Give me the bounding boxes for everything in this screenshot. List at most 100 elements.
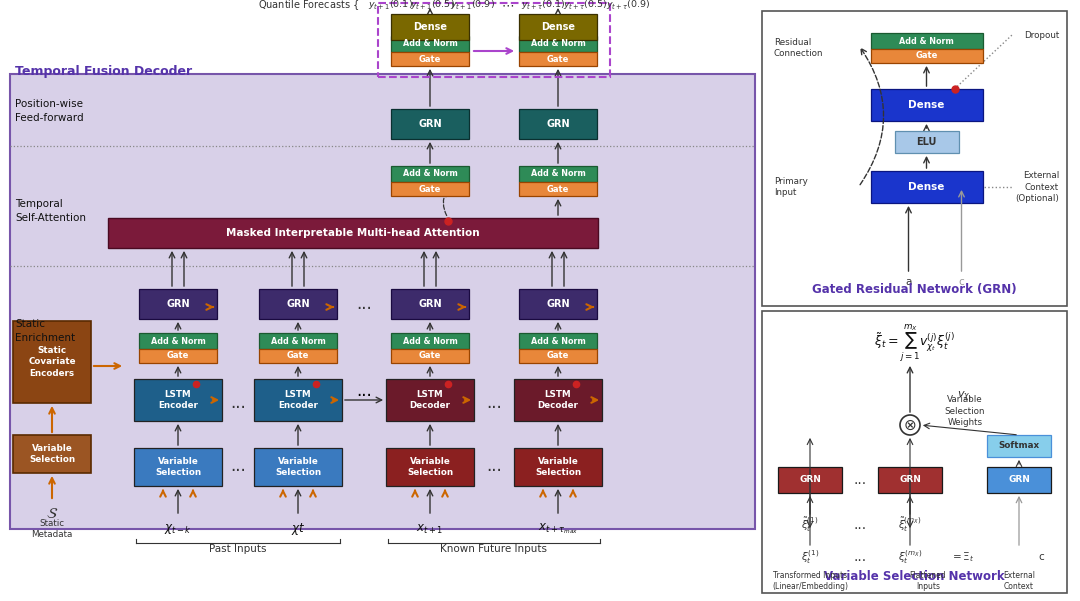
Bar <box>514 379 602 421</box>
Bar <box>259 333 337 349</box>
Text: GRN: GRN <box>418 119 442 129</box>
Text: $\chi_{t-k}$: $\chi_{t-k}$ <box>164 522 192 536</box>
Text: Known Future Inputs: Known Future Inputs <box>441 544 548 554</box>
Bar <box>987 435 1051 457</box>
Bar <box>519 14 597 40</box>
Bar <box>391 333 469 349</box>
Text: Softmax: Softmax <box>998 442 1040 451</box>
Bar <box>878 467 942 493</box>
Circle shape <box>900 415 920 435</box>
Text: Gate: Gate <box>546 352 569 361</box>
Bar <box>254 448 342 486</box>
Text: c: c <box>1038 552 1044 562</box>
Bar <box>514 448 602 486</box>
Text: GRN: GRN <box>1008 475 1030 484</box>
Bar <box>391 36 469 52</box>
Text: Residual
Connection: Residual Connection <box>774 38 824 58</box>
Text: Variable
Selection: Variable Selection <box>407 457 454 477</box>
Text: GRN: GRN <box>546 299 570 309</box>
Text: Add & Norm: Add & Norm <box>530 337 585 346</box>
Text: Primary
Input: Primary Input <box>774 177 808 197</box>
Bar <box>894 131 959 153</box>
Bar <box>13 435 91 473</box>
Text: $\hat{y}_{t+1}(0.9)$: $\hat{y}_{t+1}(0.9)$ <box>449 0 495 13</box>
Bar <box>519 109 597 139</box>
Bar <box>10 74 755 529</box>
Text: Quantile Forecasts $\{$: Quantile Forecasts $\{$ <box>258 0 360 12</box>
Text: Masked Interpretable Multi-head Attention: Masked Interpretable Multi-head Attentio… <box>226 228 480 238</box>
Bar <box>259 349 337 363</box>
Text: Gated Residual Network (GRN): Gated Residual Network (GRN) <box>812 284 1016 296</box>
Text: Variable
Selection: Variable Selection <box>535 457 581 477</box>
Bar <box>391 14 469 40</box>
Text: ...: ... <box>486 394 502 412</box>
Text: Dense: Dense <box>908 182 945 192</box>
Text: LSTM
Encoder: LSTM Encoder <box>278 389 318 410</box>
Bar <box>762 311 1067 593</box>
Bar <box>391 289 469 319</box>
Text: ...: ... <box>853 550 866 564</box>
Text: $\tilde{\xi}_t^{(1)}$: $\tilde{\xi}_t^{(1)}$ <box>801 516 819 534</box>
Text: $\xi_t^{(m_X)}$: $\xi_t^{(m_X)}$ <box>897 548 922 566</box>
Text: $\hat{y}_{t+1}(0.5)$: $\hat{y}_{t+1}(0.5)$ <box>409 0 455 13</box>
Text: GRN: GRN <box>166 299 190 309</box>
Bar <box>391 52 469 66</box>
Text: $x_{t+1}$: $x_{t+1}$ <box>417 522 444 535</box>
Text: a: a <box>905 277 912 287</box>
Bar <box>778 467 842 493</box>
Bar <box>519 52 597 66</box>
Text: GRN: GRN <box>418 299 442 309</box>
Text: $x_{t+\tau_{max}}$: $x_{t+\tau_{max}}$ <box>538 522 578 536</box>
Bar <box>386 379 474 421</box>
Text: GRN: GRN <box>546 119 570 129</box>
Text: $v_{\chi_t}$: $v_{\chi_t}$ <box>957 390 973 404</box>
Text: $\xi_t^{(1)}$: $\xi_t^{(1)}$ <box>801 548 819 566</box>
Bar <box>519 349 597 363</box>
Text: ...: ... <box>230 394 246 412</box>
Text: ...: ... <box>853 473 866 487</box>
Text: $\hat{y}_{t+1}(0.1)$: $\hat{y}_{t+1}(0.1)$ <box>367 0 413 13</box>
Bar <box>870 171 983 203</box>
Bar <box>762 11 1067 306</box>
Text: Position-wise
Feed-forward: Position-wise Feed-forward <box>15 99 83 123</box>
Text: Gate: Gate <box>166 352 189 361</box>
Bar <box>870 89 983 121</box>
Bar <box>386 448 474 486</box>
Text: Dense: Dense <box>541 22 575 32</box>
Bar <box>987 467 1051 493</box>
Bar <box>259 289 337 319</box>
Text: Add & Norm: Add & Norm <box>150 337 205 346</box>
Bar <box>519 182 597 196</box>
Text: ...: ... <box>356 382 372 400</box>
Text: Gate: Gate <box>419 352 442 361</box>
Text: ...: ... <box>486 457 502 475</box>
Text: Flattened
Inputs: Flattened Inputs <box>909 571 946 591</box>
Bar <box>519 166 597 182</box>
Text: Variable
Selection: Variable Selection <box>154 457 201 477</box>
Text: $\otimes$: $\otimes$ <box>903 418 917 433</box>
Text: Gate: Gate <box>916 52 937 61</box>
Text: $\tilde{\xi}_t^{(m_X)}$: $\tilde{\xi}_t^{(m_X)}$ <box>899 516 922 534</box>
Text: GRN: GRN <box>799 475 821 484</box>
Text: Add & Norm: Add & Norm <box>271 337 325 346</box>
Text: $\tilde{\xi}_t = \sum_{j=1}^{m_X} v_{\chi_t}^{(j)} \xi_t^{(j)}$: $\tilde{\xi}_t = \sum_{j=1}^{m_X} v_{\ch… <box>874 322 955 364</box>
Bar <box>134 379 222 421</box>
Text: Gate: Gate <box>546 185 569 194</box>
Bar <box>870 49 983 63</box>
Text: c: c <box>959 277 964 287</box>
Bar <box>870 33 983 49</box>
Text: LSTM
Encoder: LSTM Encoder <box>158 389 198 410</box>
Bar <box>519 36 597 52</box>
Text: LSTM
Decoder: LSTM Decoder <box>538 389 579 410</box>
Text: Add & Norm: Add & Norm <box>403 169 457 178</box>
Bar <box>108 218 598 248</box>
Text: Add & Norm: Add & Norm <box>403 40 457 49</box>
Text: Gate: Gate <box>546 55 569 64</box>
Text: ...: ... <box>853 518 866 532</box>
Text: Past Inputs: Past Inputs <box>210 544 267 554</box>
Text: ...: ... <box>230 457 246 475</box>
Text: External
Context
(Optional): External Context (Optional) <box>1015 171 1059 203</box>
Text: External
Context: External Context <box>1003 571 1035 591</box>
Text: GRN: GRN <box>899 475 921 484</box>
Bar <box>139 289 217 319</box>
